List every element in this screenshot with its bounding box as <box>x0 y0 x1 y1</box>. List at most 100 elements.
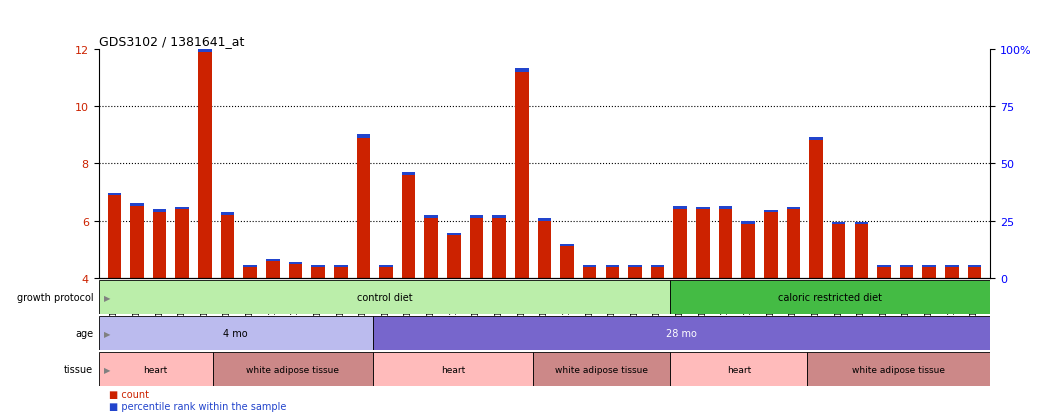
Bar <box>533 352 670 386</box>
Bar <box>809 141 822 278</box>
Bar <box>696 210 709 278</box>
Bar <box>311 267 325 278</box>
Bar <box>99 316 373 350</box>
Text: ▶: ▶ <box>104 293 110 302</box>
Bar <box>99 352 213 386</box>
Text: ■ count: ■ count <box>109 389 149 399</box>
Bar <box>968 267 981 278</box>
Bar <box>583 267 596 278</box>
Bar <box>108 195 121 278</box>
Bar <box>447 235 460 278</box>
Text: 4 mo: 4 mo <box>223 328 248 338</box>
Bar <box>221 216 234 278</box>
Bar <box>152 209 166 213</box>
Text: ■ percentile rank within the sample: ■ percentile rank within the sample <box>109 401 286 411</box>
Bar <box>244 267 257 278</box>
Bar <box>424 218 438 278</box>
Bar <box>606 267 619 278</box>
Bar <box>537 221 552 278</box>
Bar <box>175 210 189 278</box>
Bar <box>198 49 212 52</box>
Bar <box>741 221 755 224</box>
Bar <box>131 204 144 207</box>
Text: heart: heart <box>441 365 465 374</box>
Text: white adipose tissue: white adipose tissue <box>852 365 946 374</box>
Bar <box>357 138 370 278</box>
Bar <box>651 267 665 278</box>
Text: white adipose tissue: white adipose tissue <box>555 365 648 374</box>
Bar <box>515 69 529 72</box>
Bar <box>244 265 257 267</box>
Bar <box>560 247 573 278</box>
Bar <box>537 218 552 221</box>
Text: growth protocol: growth protocol <box>17 292 93 302</box>
Bar <box>900 265 914 267</box>
Bar <box>198 52 212 278</box>
Text: GDS3102 / 1381641_at: GDS3102 / 1381641_at <box>99 36 244 48</box>
Bar <box>606 265 619 267</box>
Text: white adipose tissue: white adipose tissue <box>247 365 339 374</box>
Text: tissue: tissue <box>64 364 93 374</box>
Bar <box>99 280 670 314</box>
Bar <box>401 176 416 278</box>
Bar <box>923 265 936 267</box>
Bar <box>108 193 121 195</box>
Bar <box>401 173 416 176</box>
Bar <box>787 207 801 210</box>
Bar <box>267 261 280 278</box>
Bar <box>945 265 958 267</box>
Bar <box>288 262 302 264</box>
Bar <box>854 224 868 278</box>
Bar <box>267 259 280 261</box>
Bar <box>877 267 891 278</box>
Bar <box>832 222 845 224</box>
Bar <box>470 216 483 218</box>
Text: heart: heart <box>143 365 168 374</box>
Bar <box>424 216 438 218</box>
Bar <box>670 352 808 386</box>
Bar <box>493 216 506 218</box>
Bar <box>334 265 347 267</box>
Bar <box>213 352 373 386</box>
Bar <box>923 267 936 278</box>
Text: ▶: ▶ <box>104 329 110 338</box>
Bar <box>673 207 688 210</box>
Bar <box>373 316 990 350</box>
Bar <box>900 267 914 278</box>
Bar <box>628 267 642 278</box>
Bar <box>651 265 665 267</box>
Bar <box>764 210 778 213</box>
Bar <box>583 265 596 267</box>
Bar <box>832 224 845 278</box>
Bar <box>175 207 189 210</box>
Bar <box>673 210 688 278</box>
Bar <box>288 264 302 278</box>
Bar <box>764 213 778 278</box>
Bar <box>357 135 370 138</box>
Text: 28 mo: 28 mo <box>666 328 697 338</box>
Bar <box>493 218 506 278</box>
Bar <box>787 210 801 278</box>
Bar <box>877 265 891 267</box>
Bar <box>968 265 981 267</box>
Bar <box>380 267 393 278</box>
Text: control diet: control diet <box>357 292 412 302</box>
Bar <box>670 280 990 314</box>
Bar <box>380 265 393 267</box>
Text: heart: heart <box>727 365 751 374</box>
Bar <box>854 222 868 224</box>
Bar <box>808 352 990 386</box>
Text: ▶: ▶ <box>104 365 110 374</box>
Bar <box>311 265 325 267</box>
Bar <box>447 233 460 235</box>
Bar <box>560 245 573 247</box>
Bar <box>809 138 822 141</box>
Text: age: age <box>76 328 93 338</box>
Bar <box>628 265 642 267</box>
Bar <box>221 213 234 216</box>
Bar <box>719 210 732 278</box>
Bar <box>470 218 483 278</box>
Bar <box>373 352 533 386</box>
Bar <box>719 206 732 210</box>
Bar <box>741 224 755 278</box>
